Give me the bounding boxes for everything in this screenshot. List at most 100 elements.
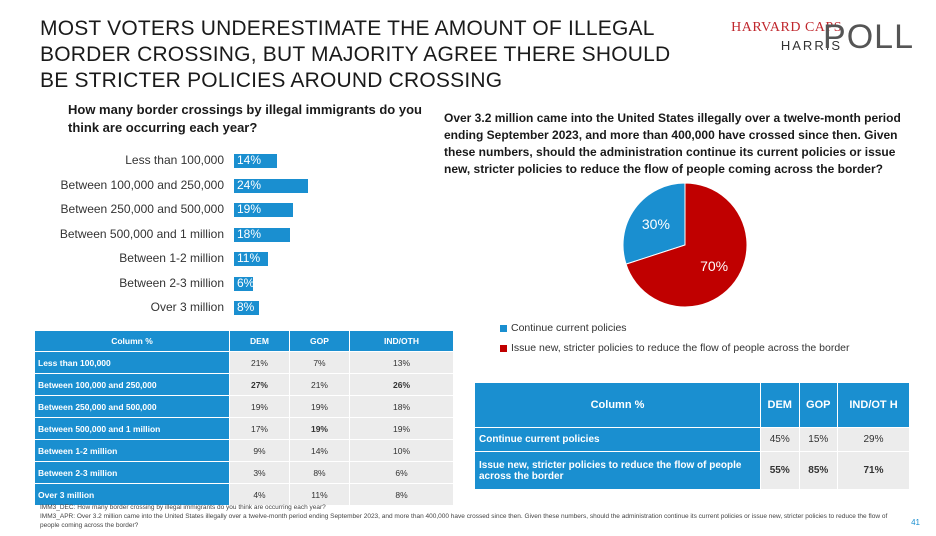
table-row: Between 2-3 million 3% 8% 6% <box>34 461 455 484</box>
table-row-label: Continue current policies <box>474 427 761 452</box>
bar-value-label: 11% <box>237 251 261 265</box>
table-cell: 71% <box>837 451 910 490</box>
table-row: Between 250,000 and 500,000 19% 19% 18% <box>34 395 455 418</box>
table-cell: 19% <box>288 417 350 440</box>
table-header-cell: DEM <box>229 330 290 352</box>
table-cell: 6% <box>348 461 455 484</box>
table-row-label: Issue new, stricter policies to reduce t… <box>474 451 761 490</box>
table-header-cell: IND/OT H <box>837 382 910 428</box>
table-cell: 27% <box>229 373 290 396</box>
table-cell: 15% <box>798 427 839 452</box>
bar-category-label: Between 500,000 and 1 million <box>59 226 224 241</box>
bar <box>234 227 290 242</box>
bar <box>234 154 278 168</box>
bar <box>234 178 309 193</box>
page-title: MOST VOTERS UNDERESTIMATE THE AMOUNT OF … <box>40 17 671 92</box>
harvard-caps-harris-poll-logo: HARVARD CAPS HARRIS POLL <box>730 18 920 58</box>
bar-value-label: 24% <box>237 177 262 192</box>
table-row: Over 3 million 4% 11% 8% <box>34 483 455 506</box>
table-cell: 21% <box>229 351 290 374</box>
bar-value-label: 19% <box>237 202 262 216</box>
table-row: Between 100,000 and 250,000 27% 21% 26% <box>34 373 455 396</box>
table-row-label: Less than 100,000 <box>34 351 230 374</box>
table-header-cell: Column % <box>474 382 761 428</box>
bar-category-label: Between 250,000 and 500,000 <box>60 202 224 216</box>
bar-category-label: Between 1-2 million <box>119 251 224 265</box>
table-cell: 55% <box>760 451 800 490</box>
legend-label: Issue new, stricter policies to reduce t… <box>511 342 850 354</box>
table-row-label: Between 500,000 and 1 million <box>34 417 230 440</box>
table-row-label: Between 100,000 and 250,000 <box>34 373 230 396</box>
table-row: Continue current policies 45% 15% 29% <box>474 427 910 452</box>
logo-line-1: HARVARD CAPS <box>731 20 842 35</box>
legend-item: Continue current policies <box>500 322 850 334</box>
table-cell: 13% <box>348 351 455 374</box>
table-cell: 19% <box>288 395 350 418</box>
pie-chart-question: Over 3.2 million came into the United St… <box>444 111 901 176</box>
footnote-1: IMM3_DEC: How many border crossing by il… <box>40 504 326 511</box>
bar <box>234 301 259 315</box>
pie-value-label: 70% <box>700 258 728 274</box>
bar-value-label: 6% <box>237 275 255 290</box>
table-cell: 14% <box>288 439 350 462</box>
table-header-cell: GOP <box>798 382 839 428</box>
pie-chart: 30% 70% <box>622 182 748 308</box>
table-row-label: Between 2-3 million <box>34 461 230 484</box>
logo-line-3: POLL <box>823 18 914 56</box>
legend-swatch <box>500 324 507 332</box>
legend-item: Issue new, stricter policies to reduce t… <box>500 342 850 354</box>
pie-value-label: 30% <box>642 216 670 232</box>
page-number: 41 <box>911 518 920 527</box>
party-breakdown-table-policies: Column % DEM GOP IND/OT H Continue current p… <box>474 382 910 490</box>
table-row: Between 1-2 million 9% 14% 10% <box>34 439 455 462</box>
bar-value-label: 14% <box>237 153 262 167</box>
table-cell: 9% <box>229 439 290 462</box>
table-row: Between 500,000 and 1 million 17% 19% 19% <box>34 417 455 440</box>
table-cell: 19% <box>229 395 290 418</box>
table-header-cell: DEM <box>760 382 800 428</box>
party-breakdown-table-crossings: Column % DEM GOP IND/OTH Less than 100,000 21… <box>34 330 455 506</box>
footnotes: IMM3_DEC: How many border crossing by il… <box>40 503 900 530</box>
logo-line-2: HARRIS <box>780 38 842 53</box>
pie-slice <box>625 182 748 308</box>
table-cell: 85% <box>798 451 839 490</box>
table-cell: 21% <box>288 373 350 396</box>
table-cell: 18% <box>348 395 455 418</box>
table-cell: 7% <box>288 351 350 374</box>
bar <box>234 276 253 291</box>
bar-category-label: Between 2-3 million <box>119 275 224 290</box>
table-cell: 19% <box>348 417 455 440</box>
table-cell: 10% <box>348 439 455 462</box>
bar <box>234 203 293 217</box>
table-cell: 17% <box>229 417 290 440</box>
table-cell: 11% <box>288 483 350 506</box>
table-cell: 26% <box>348 373 455 396</box>
table-header-cell: GOP <box>288 330 350 352</box>
bar-category-label: Between 100,000 and 250,000 <box>60 177 224 192</box>
table-cell: 8% <box>288 461 350 484</box>
bar-value-label: 18% <box>237 226 262 241</box>
legend-swatch <box>500 344 507 352</box>
table-row: Issue new, stricter policies to reduce t… <box>474 451 910 490</box>
table-cell: 45% <box>760 427 800 452</box>
table-cell: 3% <box>229 461 290 484</box>
pie-legend: Continue current policies Issue new, stri… <box>500 322 850 362</box>
footnote-2: IMM3_APR: Over 3.2 million came into the… <box>40 513 888 529</box>
legend-label: Continue current policies <box>511 322 627 334</box>
table-row-label: Over 3 million <box>34 483 230 506</box>
table-cell: 8% <box>348 483 455 506</box>
table-header-cell: Column % <box>34 330 230 352</box>
table-row: Less than 100,000 21% 7% 13% <box>34 351 455 374</box>
bar <box>234 252 269 266</box>
bar-category-label: Less than 100,000 <box>125 153 224 167</box>
table-cell: 29% <box>837 427 910 452</box>
bar-chart-question: How many border crossings by illegal imm… <box>68 102 422 135</box>
bar-category-label: Over 3 million <box>150 300 224 314</box>
table-row-label: Between 250,000 and 500,000 <box>34 395 230 418</box>
table-header-cell: IND/OTH <box>348 330 455 352</box>
table-cell: 4% <box>229 483 290 506</box>
bar-value-label: 8% <box>237 300 255 314</box>
pie-slice <box>622 182 686 265</box>
bar-chart: Less than 100,000 14% Between 100,000 and … <box>0 150 440 326</box>
table-row-label: Between 1-2 million <box>34 439 230 462</box>
